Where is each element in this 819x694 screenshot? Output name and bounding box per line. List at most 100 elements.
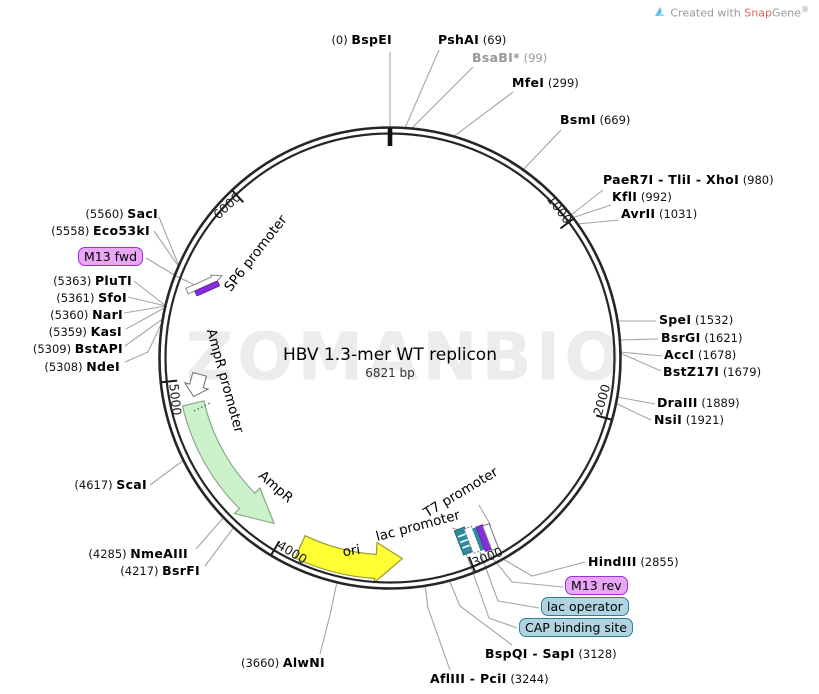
leader-line <box>618 338 659 341</box>
enzyme-pos: (1031) <box>659 207 698 221</box>
leader-line <box>195 516 225 550</box>
enzyme-pos: (3660) <box>240 656 280 670</box>
enzyme-name: AccI <box>664 347 695 362</box>
enzyme-pos: (0) <box>331 33 348 47</box>
leader-line <box>452 91 514 138</box>
enzyme-label-bstz17i: BstZ17I (1679) <box>663 364 761 379</box>
enzyme-name: BsaBI* <box>472 50 520 65</box>
enzyme-label-eco53ki: (5558) Eco53kI <box>51 223 150 238</box>
sp6-promoter-arrow <box>185 274 223 295</box>
enzyme-name: AlwNI <box>282 655 325 670</box>
enzyme-pos: (299) <box>547 76 579 90</box>
enzyme-name: BspEI <box>351 32 392 47</box>
enzyme-name: KasI <box>90 324 122 339</box>
lac-operator-bar <box>472 527 485 551</box>
enzyme-name: NsiI <box>654 412 683 427</box>
leader-line <box>127 296 167 307</box>
plasmid-title: HBV 1.3-mer WT replicon <box>283 345 497 365</box>
leader-line <box>123 305 167 314</box>
enzyme-pos: (980) <box>742 173 774 187</box>
leader-line <box>614 402 652 421</box>
enzyme-label-bsrfi: (4217) BsrFI <box>120 563 200 578</box>
scale-ticks <box>161 189 612 573</box>
enzyme-name: BspQI - SapI <box>485 646 575 661</box>
enzyme-label-draiii: DraIII (1889) <box>657 395 740 410</box>
enzyme-pos: (992) <box>640 190 672 204</box>
enzyme-name: PluTI <box>94 273 132 288</box>
enzyme-name: KflI <box>612 189 638 204</box>
enzyme-pos: (5558) <box>51 224 90 238</box>
enzyme-label-afliii-pcii: AflIII - PciI (3244) <box>430 671 549 686</box>
m13-fwd-bar <box>194 280 220 297</box>
feature-label-ori: ori <box>341 542 361 561</box>
enzyme-label-bspei: (0) BspEI <box>331 32 392 47</box>
leader-line <box>153 230 180 268</box>
enzyme-label-acci: AccI (1678) <box>664 347 736 362</box>
enzyme-pos: (5560) <box>85 207 124 221</box>
enzyme-label-nmeaiii: (4285) NmeAIII <box>88 546 188 561</box>
tick-label-5000: 5000 <box>166 383 184 416</box>
enzyme-pos: (1532) <box>694 313 734 327</box>
lac-promoter-bar <box>463 525 482 555</box>
enzyme-label-nsii: NsiI (1921) <box>654 412 724 427</box>
enzyme-pos: (4617) <box>74 478 113 492</box>
lac-operator-box: lac operator <box>541 597 629 616</box>
leader-line <box>158 216 180 267</box>
enzyme-pos: (5309) <box>32 342 72 356</box>
feature-label-t7-promoter: T7 promoter <box>420 464 501 522</box>
leader-line <box>133 280 167 307</box>
enzyme-pos: (1621) <box>704 331 743 345</box>
credit-brand-snap: Snap <box>744 6 772 20</box>
enzyme-label-scai: (4617) ScaI <box>74 477 147 492</box>
t7-promoter-bar <box>481 522 500 552</box>
enzyme-label-ndei: (5308) NdeI <box>44 359 120 374</box>
enzyme-pos: (3244) <box>510 672 549 686</box>
enzyme-label-saci: (5560) SacI <box>85 206 158 221</box>
snapgene-credit: Created with SnapGene® <box>654 5 809 20</box>
leader-line <box>502 558 586 577</box>
enzyme-label-bsmi: BsmI (669) <box>560 112 630 127</box>
enzyme-name: HindIII <box>588 554 637 569</box>
plasmid-size: 6821 bp <box>365 366 415 380</box>
enzyme-label-hindiii: HindIII (2855) <box>588 554 679 569</box>
enzyme-pos: (99) <box>523 51 548 65</box>
ampr-feature-arrow <box>181 400 276 525</box>
credit-brand-gene: Gene <box>771 6 801 20</box>
enzyme-label-nari: (5360) NarI <box>50 307 123 322</box>
enzyme-label-spei: SpeI (1532) <box>659 312 733 327</box>
enzyme-label-pshai: PshAI (69) <box>438 32 506 47</box>
leader-line <box>576 219 620 225</box>
enzyme-label-avrii: AvrII (1031) <box>621 206 697 221</box>
enzyme-name: PaeR7I - TliI - XhoI <box>603 172 740 187</box>
leader-line <box>571 204 612 219</box>
enzyme-pos: (69) <box>482 33 507 47</box>
enzyme-pos: (5308) <box>44 360 83 374</box>
enzyme-name: BsrFI <box>162 563 200 578</box>
enzyme-label-bsabi: BsaBI* (99) <box>472 50 547 65</box>
enzyme-name: BstZ17I <box>663 364 720 379</box>
enzyme-name: SacI <box>127 206 158 221</box>
leader-line <box>448 579 513 646</box>
enzyme-pos: (5361) <box>56 291 95 305</box>
plasmid-ring-outer <box>158 126 622 590</box>
enzyme-name: MfeI <box>512 75 545 90</box>
leader-line <box>619 351 663 357</box>
enzyme-name: AflIII - PciI <box>430 671 507 686</box>
feature-label-sp6-promoter: SP6 promoter <box>221 212 291 295</box>
enzyme-name: PshAI <box>438 32 480 47</box>
leader-line <box>424 584 451 671</box>
enzyme-name: BsmI <box>560 112 596 127</box>
leader-line <box>319 581 338 655</box>
enzyme-name: DraIII <box>657 395 698 410</box>
enzyme-name: SpeI <box>659 312 692 327</box>
enzyme-pos: (5363) <box>53 274 92 288</box>
enzyme-name: ScaI <box>116 477 147 492</box>
leader-line <box>410 66 474 130</box>
enzyme-pos: (2855) <box>640 555 679 569</box>
enzyme-label-pluti: (5363) PluTI <box>53 273 132 288</box>
enzyme-name: SfoI <box>98 290 127 305</box>
enzyme-name: NarI <box>92 307 123 322</box>
leader-line <box>465 552 518 629</box>
